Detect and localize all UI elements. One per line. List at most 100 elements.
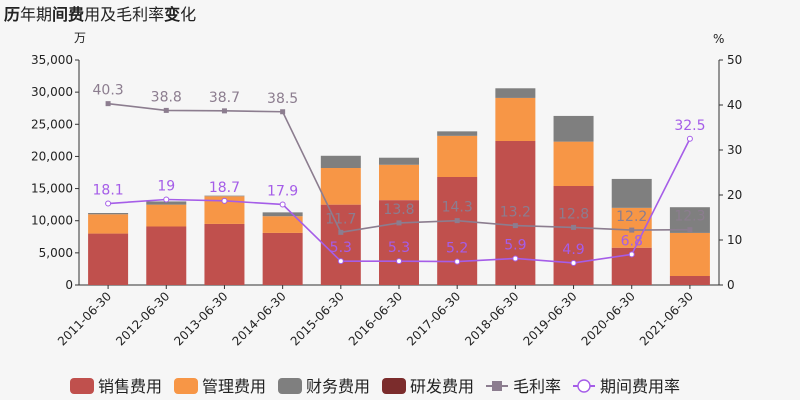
data-label: 4.9	[562, 242, 584, 258]
x-tick-label: 2012-06-30	[113, 289, 172, 348]
line-point	[221, 108, 227, 114]
bar-segment	[379, 164, 419, 201]
data-label: 17.9	[267, 183, 298, 199]
data-label: 5.9	[504, 237, 526, 253]
left-tick-label: 10,000	[31, 214, 73, 228]
line-point	[686, 135, 693, 142]
legend-swatch	[382, 378, 406, 394]
right-tick-label: 50	[727, 53, 742, 67]
line-point	[163, 196, 170, 203]
legend-label: 毛利率	[513, 377, 561, 396]
bar-segment	[379, 157, 419, 165]
legend-item[interactable]: 销售费用	[70, 377, 162, 396]
bar-segment	[320, 204, 361, 285]
bar-segment	[495, 88, 536, 98]
legend-marker	[492, 381, 502, 391]
legend-item[interactable]: 毛利率	[486, 377, 561, 396]
data-label: 38.7	[209, 90, 240, 106]
data-label: 13.8	[383, 202, 414, 218]
x-tick-label: 2017-06-30	[404, 289, 463, 348]
legend[interactable]: 销售费用 管理费用 财务费用 研发费用 毛利率 期间费用率	[70, 377, 680, 396]
line-point	[454, 218, 460, 224]
bars	[88, 88, 710, 285]
legend-label: 销售费用	[98, 377, 162, 396]
line-point	[512, 223, 518, 229]
legend-swatch	[174, 378, 198, 394]
data-label: 5.3	[330, 240, 352, 256]
data-label: 12.8	[558, 206, 589, 222]
right-axis-unit: %	[713, 32, 724, 46]
bar-segment	[320, 168, 361, 205]
bar-segment	[611, 178, 652, 208]
bar-segment	[379, 200, 419, 285]
bar-segment	[146, 204, 187, 227]
legend-item[interactable]: 期间费用率	[573, 377, 680, 396]
data-label: 19	[157, 179, 175, 195]
data-label: 18.7	[209, 180, 240, 196]
chart-title: 历年期间费用及毛利率变化	[4, 5, 196, 24]
legend-item[interactable]: 研发费用	[382, 377, 474, 396]
bar-segment	[495, 97, 536, 141]
left-tick-label: 25,000	[31, 117, 73, 131]
data-label: 32.5	[674, 118, 705, 134]
data-label: 13.2	[500, 205, 531, 221]
bar-segment	[88, 233, 129, 285]
legend-label: 研发费用	[410, 377, 474, 396]
legend-item[interactable]: 财务费用	[278, 377, 370, 396]
x-tick-label: 2020-06-30	[579, 289, 638, 348]
bar-segment	[262, 232, 303, 285]
legend-label: 财务费用	[306, 377, 370, 396]
data-label: 38.8	[151, 89, 182, 105]
line-point	[687, 227, 693, 233]
line-point	[280, 109, 286, 115]
left-tick-label: 0	[65, 278, 73, 292]
x-tick-label: 2018-06-30	[462, 289, 521, 348]
left-tick-label: 35,000	[31, 53, 73, 67]
lines: 40.3 38.8 38.7 38.5 11.7 13.8 14.3 13.2 12.8 12.2…	[93, 83, 705, 266]
bar-segment	[437, 177, 478, 285]
x-tick-label: 2011-06-30	[55, 289, 114, 348]
data-label: 5.2	[446, 241, 468, 257]
data-label: 6.8	[621, 233, 643, 249]
x-tick-label: 2019-06-30	[520, 289, 579, 348]
data-label: 14.3	[442, 200, 473, 216]
bar-segment	[553, 186, 594, 285]
line-point	[105, 200, 112, 207]
x-tick-label: 2016-06-30	[346, 289, 405, 348]
line-point	[337, 258, 344, 265]
data-label: 11.7	[325, 211, 356, 227]
bar-segment	[553, 141, 594, 186]
bar-segment	[669, 232, 710, 276]
x-tick-label: 2015-06-30	[288, 289, 347, 348]
legend-swatch	[70, 378, 94, 394]
line-point	[163, 107, 169, 113]
line-point	[279, 201, 286, 208]
right-tick-label: 40	[727, 98, 742, 112]
left-axis-unit: 万	[74, 31, 86, 45]
legend-label: 期间费用率	[600, 377, 680, 396]
left-tick-label: 30,000	[31, 85, 73, 99]
bar-segment	[204, 223, 245, 285]
line-point	[396, 258, 402, 265]
line-point	[628, 251, 635, 258]
bar-segment	[88, 214, 129, 234]
legend-marker	[577, 379, 591, 393]
bar-segment	[320, 155, 361, 168]
left-tick-label: 20,000	[31, 149, 73, 163]
bar-segment	[669, 276, 710, 285]
line-point	[629, 227, 635, 233]
data-label: 5.3	[388, 240, 410, 256]
line-point	[454, 258, 461, 265]
line-point	[396, 220, 402, 226]
bar-segment	[146, 226, 187, 285]
line-point	[105, 101, 111, 107]
bar-segment	[262, 216, 303, 233]
data-label: 18.1	[93, 183, 124, 199]
line-point	[338, 229, 344, 235]
legend-item[interactable]: 管理费用	[174, 377, 266, 396]
right-tick-label: 20	[727, 188, 742, 202]
line-point	[221, 197, 228, 204]
right-tick-label: 0	[727, 278, 735, 292]
x-tick-label: 2014-06-30	[230, 289, 289, 348]
bar-segment	[204, 195, 245, 197]
